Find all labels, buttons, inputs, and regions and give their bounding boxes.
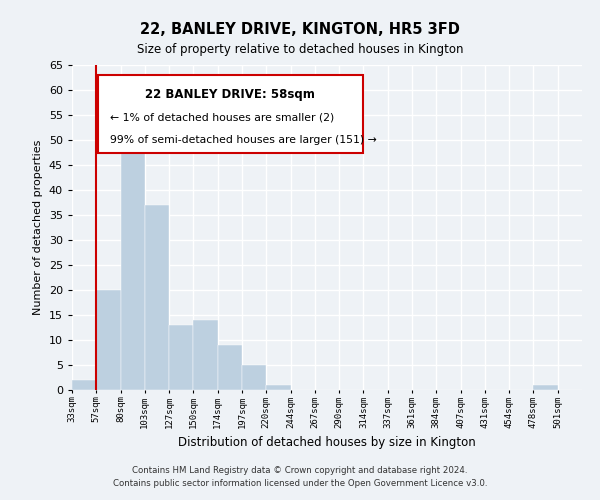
Bar	[169, 325, 193, 390]
Text: 22 BANLEY DRIVE: 58sqm: 22 BANLEY DRIVE: 58sqm	[145, 88, 315, 101]
Y-axis label: Number of detached properties: Number of detached properties	[33, 140, 43, 315]
Bar	[145, 205, 169, 390]
Text: 22, BANLEY DRIVE, KINGTON, HR5 3FD: 22, BANLEY DRIVE, KINGTON, HR5 3FD	[140, 22, 460, 38]
Text: Contains HM Land Registry data © Crown copyright and database right 2024.
Contai: Contains HM Land Registry data © Crown c…	[113, 466, 487, 487]
Bar	[242, 365, 266, 390]
Bar	[72, 380, 96, 390]
Bar	[96, 290, 121, 390]
Bar	[218, 345, 242, 390]
Text: 99% of semi-detached houses are larger (151) →: 99% of semi-detached houses are larger (…	[110, 135, 377, 145]
Bar	[121, 130, 145, 390]
Text: ← 1% of detached houses are smaller (2): ← 1% of detached houses are smaller (2)	[110, 112, 335, 122]
FancyBboxPatch shape	[97, 74, 363, 153]
Bar	[533, 385, 558, 390]
X-axis label: Distribution of detached houses by size in Kington: Distribution of detached houses by size …	[178, 436, 476, 449]
Bar	[266, 385, 290, 390]
Text: Size of property relative to detached houses in Kington: Size of property relative to detached ho…	[137, 42, 463, 56]
Bar	[193, 320, 218, 390]
